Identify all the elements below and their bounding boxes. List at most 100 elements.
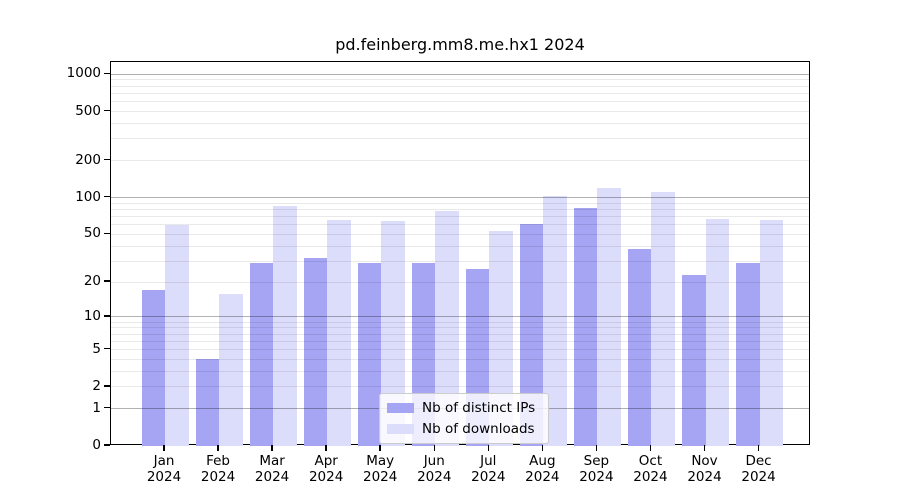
- bar-downloads: [327, 219, 351, 446]
- legend-entry-downloads: Nb of downloads: [387, 421, 539, 437]
- x-tick-label: May 2024: [363, 453, 398, 485]
- gridline-minor: [111, 138, 809, 140]
- legend-label-distinct-ips: Nb of distinct IPs: [422, 400, 536, 416]
- y-tick-mark: [104, 385, 110, 387]
- x-tick-mark: [271, 445, 273, 451]
- x-tick-mark: [379, 445, 381, 451]
- plot-area: Nb of distinct IPs Nb of downloads: [110, 61, 810, 446]
- gridline-minor: [111, 85, 809, 87]
- gridline-minor: [111, 349, 809, 351]
- y-tick-label: 500: [75, 102, 101, 119]
- bar-distinct-ips: [195, 359, 220, 446]
- legend-swatch-distinct-ips: [387, 403, 414, 413]
- y-tick-label: 20: [83, 273, 101, 290]
- y-tick-mark: [104, 347, 110, 350]
- gridline-minor: [111, 358, 809, 360]
- bar-downloads: [651, 192, 675, 446]
- x-tick-mark: [703, 445, 706, 451]
- gridline-minor: [111, 321, 809, 323]
- gridline-major: [111, 197, 809, 199]
- gridline-minor: [111, 333, 809, 335]
- y-tick-mark: [104, 280, 110, 282]
- x-tick-label: Jan 2024: [146, 453, 182, 485]
- x-tick-label: Jul 2024: [471, 453, 506, 485]
- x-tick-label: Feb 2024: [200, 453, 236, 485]
- x-tick-mark: [649, 445, 652, 451]
- bar-distinct-ips: [141, 290, 165, 446]
- x-tick-label: Mar 2024: [254, 453, 290, 485]
- gridline-minor: [111, 202, 809, 204]
- y-tick-label: 1000: [66, 65, 101, 82]
- x-tick-label: Nov 2024: [687, 453, 722, 485]
- x-tick-mark: [487, 445, 490, 451]
- bar-downloads: [219, 293, 243, 446]
- x-tick-label: Oct 2024: [633, 453, 668, 485]
- chart-title: pd.feinberg.mm8.me.hx1 2024: [335, 35, 585, 54]
- gridline-minor: [111, 386, 809, 388]
- bar-distinct-ips: [249, 263, 274, 446]
- y-tick-label: 5: [92, 340, 101, 357]
- y-tick-label: 100: [75, 188, 101, 205]
- legend-swatch-downloads: [387, 424, 414, 434]
- grid-layer: [111, 62, 809, 444]
- bar-distinct-ips: [627, 248, 652, 446]
- x-tick-label: Jun 2024: [417, 453, 452, 485]
- x-tick-mark: [217, 445, 219, 451]
- x-tick-mark: [325, 445, 327, 451]
- bar-downloads: [705, 218, 729, 446]
- y-tick-mark: [104, 72, 110, 75]
- x-tick-mark: [595, 445, 598, 451]
- gridline-minor: [111, 340, 809, 342]
- gridline-minor: [111, 281, 809, 283]
- y-tick-label: 0: [92, 437, 101, 453]
- bar-downloads: [759, 219, 784, 446]
- gridline-minor: [111, 123, 809, 125]
- gridline-minor: [111, 209, 809, 211]
- gridline-minor: [111, 245, 809, 247]
- bar-distinct-ips: [357, 263, 382, 446]
- gridline-major: [111, 316, 809, 318]
- x-tick-mark: [541, 445, 544, 451]
- y-tick-label: 10: [83, 307, 101, 324]
- bar-downloads: [597, 187, 621, 446]
- bar-distinct-ips: [303, 257, 328, 446]
- bar-downloads: [381, 221, 405, 446]
- y-tick-label: 2: [92, 377, 101, 394]
- bar-distinct-ips: [682, 275, 706, 446]
- gridline-major: [111, 73, 809, 75]
- gridline-minor: [111, 216, 809, 218]
- x-tick-label: Dec 2024: [741, 453, 776, 485]
- bar-distinct-ips: [736, 263, 760, 446]
- y-tick-mark: [104, 315, 110, 317]
- y-tick-label: 50: [83, 225, 101, 242]
- legend: Nb of distinct IPs Nb of downloads: [379, 393, 549, 444]
- x-tick-mark: [433, 445, 435, 451]
- y-tick-mark: [104, 406, 110, 409]
- bar-downloads: [435, 210, 459, 446]
- bar-downloads: [543, 196, 567, 446]
- gridline-minor: [111, 160, 809, 162]
- gridline-minor: [111, 260, 809, 262]
- gridline-minor: [111, 224, 809, 226]
- bar-distinct-ips: [573, 208, 598, 446]
- gridline-minor: [111, 327, 809, 329]
- y-tick-label: 1: [92, 399, 101, 416]
- x-tick-label: Apr 2024: [308, 453, 344, 485]
- gridline-minor: [111, 370, 809, 372]
- gridline-minor: [111, 101, 809, 103]
- y-tick-label: 200: [75, 151, 101, 168]
- gridline-minor: [111, 79, 809, 81]
- y-tick-mark: [104, 195, 110, 198]
- gridline-minor: [111, 111, 809, 113]
- x-tick-label: Sep 2024: [579, 453, 614, 485]
- y-tick-mark: [104, 158, 110, 161]
- x-tick-label: Aug 2024: [525, 453, 560, 485]
- bar-distinct-ips: [519, 223, 544, 446]
- legend-label-downloads: Nb of downloads: [422, 421, 535, 437]
- bar-downloads: [273, 205, 297, 446]
- gridline-minor: [111, 233, 809, 235]
- y-tick-mark: [104, 232, 110, 235]
- bar-downloads: [489, 231, 513, 446]
- y-tick-mark: [104, 109, 110, 112]
